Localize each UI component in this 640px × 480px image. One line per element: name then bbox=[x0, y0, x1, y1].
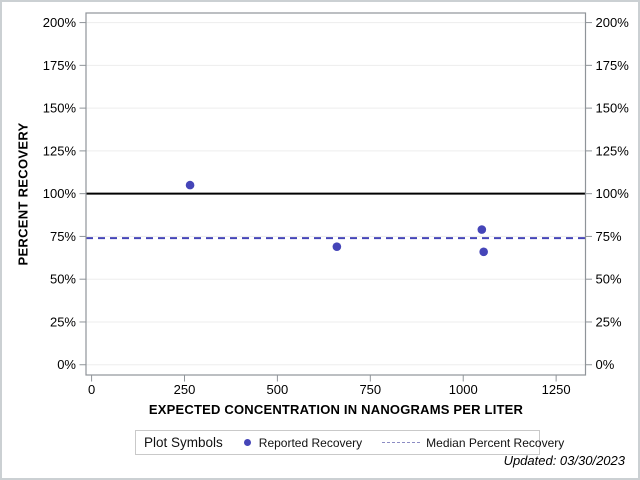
plot-legend: Plot Symbols Reported Recovery Median Pe… bbox=[135, 430, 564, 455]
svg-text:1250: 1250 bbox=[542, 382, 571, 397]
svg-text:150%: 150% bbox=[43, 101, 77, 116]
legend-label-reported-recovery: Reported Recovery bbox=[258, 435, 363, 450]
svg-text:0%: 0% bbox=[57, 357, 76, 372]
filled-circle-marker-icon bbox=[243, 439, 251, 446]
svg-text:175%: 175% bbox=[43, 58, 77, 73]
svg-text:200%: 200% bbox=[596, 15, 630, 30]
svg-text:50%: 50% bbox=[596, 272, 622, 287]
legend-title: Plot Symbols bbox=[144, 435, 223, 450]
svg-text:25%: 25% bbox=[596, 314, 622, 329]
dashed-line-icon bbox=[382, 442, 421, 443]
svg-text:100%: 100% bbox=[596, 186, 630, 201]
svg-text:50%: 50% bbox=[50, 272, 76, 287]
svg-text:125%: 125% bbox=[43, 143, 77, 158]
svg-text:500: 500 bbox=[267, 382, 289, 397]
legend-item-reported-recovery: Reported Recovery bbox=[243, 435, 363, 450]
svg-text:0%: 0% bbox=[596, 357, 615, 372]
svg-text:100%: 100% bbox=[43, 186, 77, 201]
legend-item-median-recovery: Median Percent Recovery bbox=[382, 436, 564, 450]
y-axis-title: PERCENT RECOVERY bbox=[15, 122, 31, 266]
svg-text:125%: 125% bbox=[596, 143, 630, 158]
svg-text:25%: 25% bbox=[50, 314, 76, 329]
svg-text:150%: 150% bbox=[596, 101, 630, 116]
svg-text:0: 0 bbox=[88, 382, 95, 397]
updated-date-label: Updated: 03/30/2023 bbox=[503, 453, 625, 468]
svg-text:750: 750 bbox=[359, 382, 381, 397]
svg-text:175%: 175% bbox=[596, 58, 630, 73]
svg-text:250: 250 bbox=[174, 382, 196, 397]
x-axis-title: EXPECTED CONCENTRATION IN NANOGRAMS PER … bbox=[148, 402, 524, 417]
legend-label-median-recovery: Median Percent Recovery bbox=[426, 435, 565, 450]
svg-text:200%: 200% bbox=[43, 15, 77, 30]
svg-text:75%: 75% bbox=[596, 229, 622, 244]
svg-text:75%: 75% bbox=[50, 229, 76, 244]
svg-text:1000: 1000 bbox=[449, 382, 478, 397]
